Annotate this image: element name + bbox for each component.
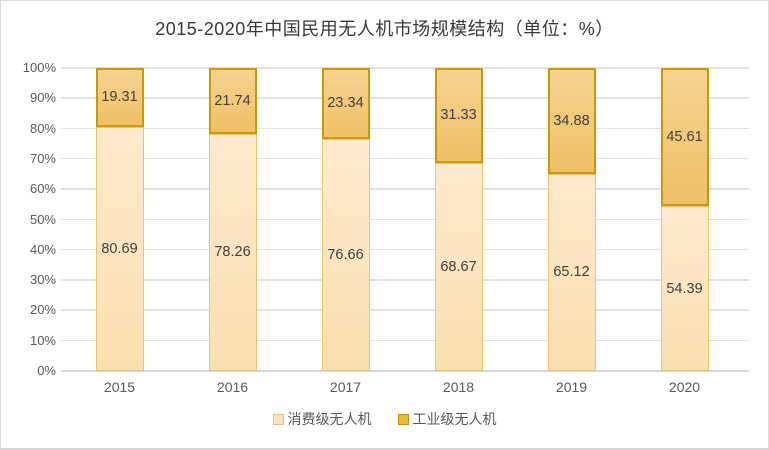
- x-axis-label: 2018: [442, 379, 475, 395]
- legend-swatch-consumer: [272, 413, 284, 425]
- y-axis-label: 70%: [29, 150, 56, 166]
- gridline: [61, 157, 749, 160]
- bar-2020-industrial: [660, 68, 709, 207]
- bar-value-label: 78.26: [214, 244, 251, 261]
- x-axis-label: 2017: [329, 379, 362, 395]
- gridline: [61, 67, 749, 69]
- x-axis-label: 2020: [668, 379, 701, 395]
- y-axis-label: 40%: [29, 241, 56, 257]
- legend-label: 工业级无人机: [412, 411, 497, 427]
- x-axis-label: 2019: [555, 379, 588, 395]
- bar-value-label: 34.88: [553, 112, 590, 129]
- gridline: [61, 370, 749, 372]
- x-axis-label: 2016: [216, 379, 249, 395]
- bar-value-label: 68.67: [440, 258, 477, 275]
- y-axis-label: 60%: [29, 181, 56, 197]
- y-axis-label: 100%: [22, 60, 56, 75]
- gridline: [61, 279, 749, 281]
- bar-2016-industrial: [208, 68, 257, 134]
- y-axis-label: 90%: [29, 90, 56, 106]
- gridline: [61, 127, 749, 130]
- y-axis-label: 80%: [29, 120, 56, 136]
- legend-item: 工业级无人机: [397, 409, 497, 429]
- legend-label: 消费级无人机: [287, 411, 372, 427]
- y-axis-label: 0%: [37, 363, 56, 378]
- legend: 消费级无人机 工业级无人机: [1, 409, 768, 429]
- y-axis-label: 30%: [29, 272, 56, 288]
- bar-2019-industrial: [547, 68, 596, 174]
- y-axis-label: 20%: [29, 302, 56, 318]
- bar-2015-consumer: [95, 126, 144, 371]
- bar-value-label: 54.39: [666, 280, 703, 297]
- x-axis-label: 2015: [103, 379, 136, 395]
- bar-2018-consumer: [434, 162, 483, 371]
- bar-value-label: 19.31: [101, 89, 138, 106]
- legend-item: 消费级无人机: [272, 409, 372, 429]
- bar-value-label: 23.34: [327, 95, 364, 112]
- bar-2018-industrial: [434, 68, 483, 163]
- bar-value-label: 21.74: [214, 92, 251, 109]
- bar-value-label: 65.12: [553, 264, 590, 281]
- bar-value-label: 80.69: [101, 240, 138, 257]
- bar-2017-consumer: [321, 138, 370, 371]
- y-axis-label: 10%: [29, 332, 56, 348]
- legend-swatch-industrial: [397, 413, 409, 425]
- bar-2017-industrial: [321, 68, 370, 139]
- y-axis-label: 50%: [29, 211, 56, 227]
- gridline: [61, 218, 749, 221]
- bar-2019-consumer: [547, 173, 596, 371]
- bar-value-label: 45.61: [666, 129, 703, 146]
- bar-value-label: 76.66: [327, 246, 364, 263]
- gridline: [61, 188, 749, 190]
- bar-2020-consumer: [660, 206, 709, 371]
- bar-2016-consumer: [208, 133, 257, 371]
- bar-value-label: 31.33: [440, 107, 477, 124]
- gridline: [61, 97, 749, 99]
- chart-title: 2015-2020年中国民用无人机市场规模结构（单位：%）: [155, 19, 614, 39]
- gridline: [61, 248, 749, 251]
- gridline: [61, 339, 749, 342]
- gridline: [61, 309, 749, 311]
- bar-2015-industrial: [95, 68, 144, 127]
